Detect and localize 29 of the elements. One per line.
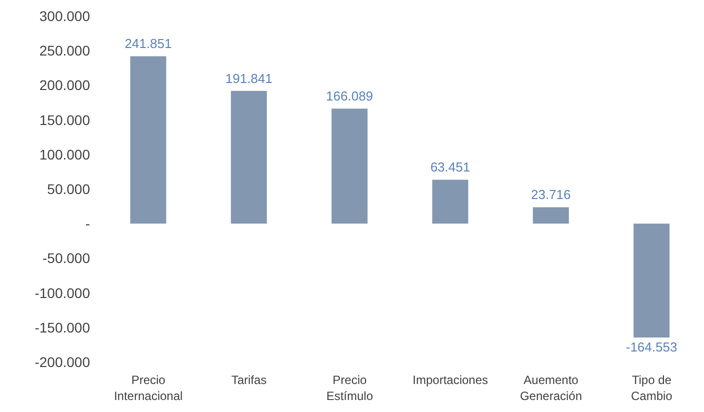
y-tick-label: -150.000: [34, 319, 90, 336]
data-label: 23.716: [530, 187, 571, 202]
x-tick-label: Importaciones: [412, 373, 488, 387]
x-tick-label: Auemento Generación: [520, 373, 582, 403]
y-tick-label: 150.000: [39, 112, 90, 128]
data-label: 166.089: [326, 88, 374, 104]
bar: [532, 207, 569, 224]
data-label: 63.451: [430, 160, 470, 175]
x-tick-label: Tarifas: [231, 373, 267, 387]
data-label: 191.841: [225, 70, 272, 86]
y-tick-label: 250.000: [39, 42, 90, 59]
y-tick-label: -: [85, 216, 90, 232]
y-tick-label: 200.000: [39, 77, 90, 94]
y-tick-label: -100.000: [34, 284, 90, 301]
bar: [432, 180, 468, 224]
x-tick-label: Precio Estímulo: [326, 373, 374, 403]
y-tick-label: -200.000: [34, 354, 90, 370]
x-tick-label: Precio Internacional: [114, 373, 183, 403]
bar: [634, 224, 670, 338]
y-tick-label: -50.000: [42, 250, 90, 266]
x-tick-label: Tipo de Cambio: [630, 373, 673, 403]
bar: [130, 56, 166, 224]
y-tick-label: 50.000: [47, 180, 90, 197]
y-tick-label: 100.000: [39, 146, 90, 162]
bar: [230, 90, 267, 224]
data-label: -164.553: [626, 339, 678, 354]
y-tick-label: 300.000: [39, 8, 90, 24]
data-label: 241.851: [124, 36, 172, 52]
bar: [332, 108, 368, 224]
